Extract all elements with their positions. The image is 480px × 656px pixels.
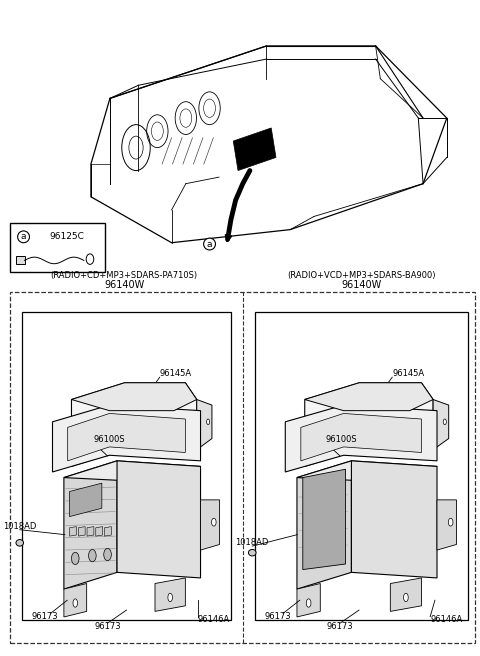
- Text: 96146A: 96146A: [430, 615, 462, 625]
- Text: 1018AD: 1018AD: [3, 522, 36, 531]
- Polygon shape: [303, 469, 346, 569]
- Polygon shape: [72, 382, 197, 411]
- Polygon shape: [64, 461, 117, 589]
- Polygon shape: [297, 584, 320, 617]
- Ellipse shape: [73, 599, 78, 607]
- Text: 96173: 96173: [327, 622, 353, 631]
- Text: 96173: 96173: [94, 622, 121, 631]
- Polygon shape: [70, 527, 76, 536]
- Text: 96173: 96173: [264, 612, 291, 621]
- Polygon shape: [78, 527, 85, 536]
- Text: 1018AD: 1018AD: [236, 539, 269, 547]
- Polygon shape: [64, 584, 87, 617]
- Polygon shape: [305, 382, 433, 466]
- Polygon shape: [117, 461, 201, 578]
- Polygon shape: [87, 527, 94, 536]
- Text: (RADIO+CD+MP3+SDARS-PA710S): (RADIO+CD+MP3+SDARS-PA710S): [50, 271, 198, 280]
- Text: (RADIO+VCD+MP3+SDARS-BA900): (RADIO+VCD+MP3+SDARS-BA900): [287, 271, 436, 280]
- Text: 96145A: 96145A: [392, 369, 424, 379]
- Polygon shape: [351, 461, 437, 578]
- Polygon shape: [297, 461, 351, 589]
- Text: 96100S: 96100S: [326, 435, 358, 444]
- Ellipse shape: [204, 238, 216, 250]
- Polygon shape: [64, 461, 201, 483]
- Bar: [22, 312, 231, 620]
- Ellipse shape: [206, 419, 210, 424]
- Polygon shape: [105, 527, 111, 536]
- Text: 96146A: 96146A: [198, 615, 230, 625]
- Text: 96125C: 96125C: [50, 232, 84, 241]
- Polygon shape: [297, 461, 437, 483]
- Text: 96145A: 96145A: [160, 369, 192, 379]
- Ellipse shape: [72, 552, 79, 565]
- Polygon shape: [70, 483, 102, 517]
- Polygon shape: [68, 413, 185, 461]
- Text: 96100S: 96100S: [93, 435, 125, 444]
- Bar: [16, 256, 24, 264]
- Text: 96140W: 96140W: [104, 280, 144, 291]
- Ellipse shape: [404, 593, 408, 602]
- Ellipse shape: [443, 419, 446, 424]
- Text: a: a: [21, 232, 26, 241]
- Ellipse shape: [104, 548, 111, 561]
- Polygon shape: [233, 128, 276, 171]
- Polygon shape: [301, 413, 421, 461]
- Polygon shape: [155, 578, 185, 611]
- Bar: [254, 312, 468, 620]
- Text: a: a: [207, 239, 212, 249]
- Ellipse shape: [18, 231, 29, 243]
- Ellipse shape: [16, 539, 24, 546]
- Text: 96173: 96173: [32, 612, 58, 621]
- Ellipse shape: [89, 550, 96, 562]
- Polygon shape: [285, 405, 437, 472]
- Ellipse shape: [212, 518, 216, 526]
- Polygon shape: [433, 400, 449, 450]
- Polygon shape: [305, 382, 433, 411]
- Polygon shape: [52, 405, 201, 472]
- Bar: [10, 292, 475, 643]
- Polygon shape: [197, 400, 212, 450]
- Ellipse shape: [86, 254, 94, 264]
- Polygon shape: [437, 500, 456, 550]
- Polygon shape: [201, 500, 219, 550]
- Ellipse shape: [448, 518, 453, 526]
- Ellipse shape: [249, 550, 256, 556]
- Ellipse shape: [306, 599, 311, 607]
- Polygon shape: [72, 382, 197, 466]
- Polygon shape: [96, 527, 103, 536]
- Bar: [10, 223, 105, 272]
- Polygon shape: [390, 578, 421, 611]
- Text: 96140W: 96140W: [341, 280, 382, 291]
- Ellipse shape: [168, 593, 172, 602]
